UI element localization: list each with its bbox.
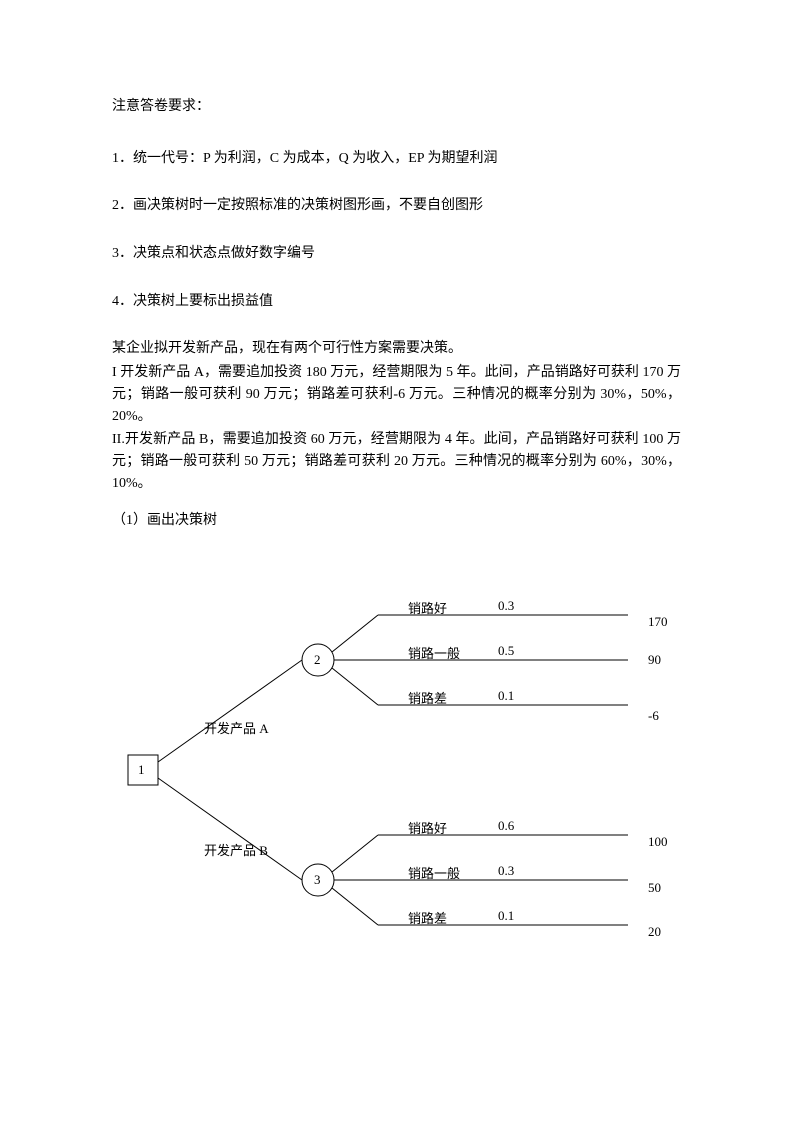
- problem-intro: 某企业拟开发新产品，现在有两个可行性方案需要决策。: [112, 338, 681, 360]
- heading: 注意答卷要求：: [112, 96, 681, 118]
- decision-node-label: 1: [138, 762, 145, 778]
- A-good-name: 销路好: [408, 598, 447, 617]
- question-1: （1）画出决策树: [112, 510, 681, 532]
- A-good-prob: 0.3: [498, 598, 514, 614]
- B-good-prob: 0.6: [498, 818, 514, 834]
- edge-B-bad-diag: [332, 888, 378, 925]
- A-mid-prob: 0.5: [498, 643, 514, 659]
- decision-tree: 1 2 3 开发产品 A 开发产品 B 销路好 0.3 170 销路一般 0.5…: [118, 560, 678, 980]
- edge-decision-to-A: [158, 660, 302, 762]
- tree-svg: [118, 560, 678, 980]
- branch-B-label: 开发产品 B: [204, 840, 268, 859]
- edge-B-good-diag: [332, 835, 378, 872]
- rule-1: 1．统一代号：P 为利润，C 为成本，Q 为收入，EP 为期望利润: [112, 148, 681, 170]
- A-mid-payoff: 90: [648, 652, 661, 668]
- edge-decision-to-B: [158, 778, 302, 880]
- state-node-A-label: 2: [314, 652, 321, 668]
- B-bad-name: 销路差: [408, 908, 447, 927]
- B-bad-prob: 0.1: [498, 908, 514, 924]
- B-good-payoff: 100: [648, 834, 668, 850]
- state-node-B-label: 3: [314, 872, 321, 888]
- B-mid-name: 销路一般: [408, 863, 460, 882]
- B-mid-prob: 0.3: [498, 863, 514, 879]
- B-bad-payoff: 20: [648, 924, 661, 940]
- edge-A-bad-diag: [332, 668, 378, 705]
- B-mid-payoff: 50: [648, 880, 661, 896]
- A-bad-payoff: -6: [648, 708, 659, 724]
- A-good-payoff: 170: [648, 614, 668, 630]
- A-mid-name: 销路一般: [408, 643, 460, 662]
- rule-3: 3．决策点和状态点做好数字编号: [112, 243, 681, 265]
- B-good-name: 销路好: [408, 818, 447, 837]
- A-bad-name: 销路差: [408, 688, 447, 707]
- A-bad-prob: 0.1: [498, 688, 514, 704]
- edge-A-good-diag: [332, 615, 378, 652]
- branch-A-label: 开发产品 A: [204, 718, 269, 737]
- rule-2: 2．画决策树时一定按照标准的决策树图形画，不要自创图形: [112, 195, 681, 217]
- problem-case-b: II.开发新产品 B，需要追加投资 60 万元，经营期限为 4 年。此间，产品销…: [112, 429, 681, 494]
- rule-4: 4．决策树上要标出损益值: [112, 291, 681, 313]
- problem-case-a: I 开发新产品 A，需要追加投资 180 万元，经营期限为 5 年。此间，产品销…: [112, 362, 681, 427]
